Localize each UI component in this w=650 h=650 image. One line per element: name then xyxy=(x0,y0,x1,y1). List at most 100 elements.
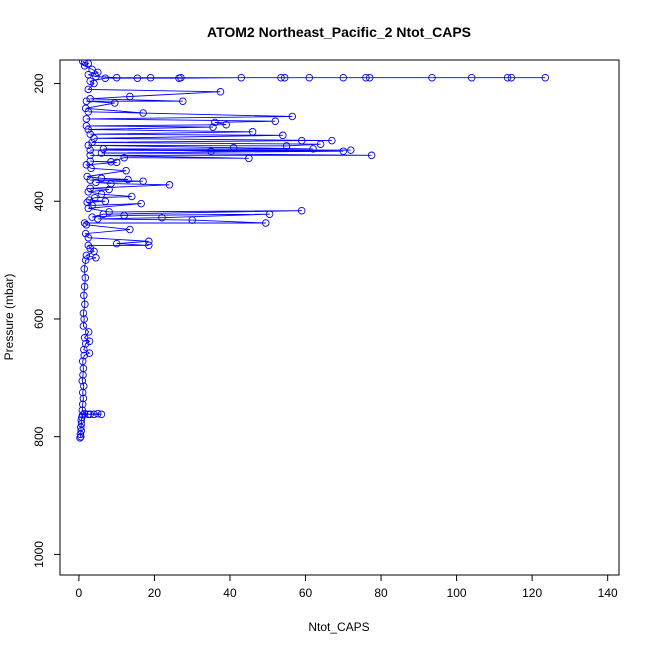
x-axis: 0 20 40 60 80 100 120 140 xyxy=(76,574,618,600)
data-point xyxy=(85,337,94,346)
data-point xyxy=(81,229,90,238)
data-point xyxy=(77,416,85,424)
data-point xyxy=(86,184,94,193)
data-point xyxy=(84,241,93,250)
x-tick-label: 40 xyxy=(223,586,237,600)
data-point xyxy=(133,74,142,82)
data-point xyxy=(90,193,99,202)
x-tick-label: 120 xyxy=(522,586,542,600)
data-point xyxy=(99,145,108,153)
data-point xyxy=(365,73,374,82)
data-point xyxy=(362,73,370,82)
data-point xyxy=(94,215,102,223)
data-point xyxy=(248,128,257,136)
data-point xyxy=(111,99,119,107)
data-point xyxy=(77,427,85,435)
data-point xyxy=(209,123,217,131)
y-tick-label: 800 xyxy=(32,426,46,446)
data-point xyxy=(280,73,289,82)
data-point xyxy=(97,410,106,419)
data-point xyxy=(139,177,147,185)
data-point xyxy=(297,136,306,145)
data-point xyxy=(79,394,88,403)
data-point xyxy=(84,188,93,196)
data-point xyxy=(80,382,88,390)
data-point xyxy=(94,68,102,77)
data-point xyxy=(84,70,93,79)
data-point xyxy=(83,172,91,181)
data-point xyxy=(137,199,145,208)
data-point xyxy=(367,151,376,160)
y-tick-label: 400 xyxy=(32,191,46,211)
data-point xyxy=(165,181,174,189)
data-point xyxy=(158,213,166,222)
x-tick-label: 80 xyxy=(374,586,388,600)
data-point xyxy=(279,131,287,140)
data-point xyxy=(222,120,230,129)
data-point xyxy=(84,410,93,419)
data-point xyxy=(112,239,121,248)
data-point xyxy=(79,364,88,373)
data-point xyxy=(80,291,88,300)
data-point xyxy=(297,206,306,215)
data-point xyxy=(80,62,89,70)
data-point xyxy=(97,190,106,198)
data-point xyxy=(84,85,93,94)
y-tick-label: 1000 xyxy=(32,541,46,568)
data-point xyxy=(77,423,85,432)
data-point xyxy=(316,140,325,148)
data-point xyxy=(90,410,98,419)
data-point xyxy=(179,97,187,105)
data-point xyxy=(80,265,88,273)
data-point xyxy=(188,216,196,224)
data-point xyxy=(81,300,89,309)
data-point xyxy=(126,225,134,234)
data-point xyxy=(88,138,96,147)
data-point xyxy=(81,274,90,282)
x-tick-label: 100 xyxy=(447,586,467,600)
data-point xyxy=(503,73,512,82)
data-point xyxy=(211,118,219,127)
data-point xyxy=(97,149,106,157)
data-point xyxy=(86,157,94,165)
data-point xyxy=(92,72,100,81)
data-point xyxy=(88,213,96,221)
data-point xyxy=(265,210,274,218)
data-point xyxy=(146,73,155,82)
series-layer xyxy=(76,60,550,442)
x-tick-label: 140 xyxy=(598,586,618,600)
data-point xyxy=(82,115,91,123)
data-point xyxy=(271,117,280,125)
data-point xyxy=(86,410,94,419)
data-point xyxy=(88,65,96,74)
data-point xyxy=(84,233,93,242)
chart-title: ATOM2 Northeast_Pacific_2 Ntot_CAPS xyxy=(207,24,471,40)
data-point xyxy=(305,73,314,82)
data-point xyxy=(80,282,89,291)
data-point xyxy=(85,349,94,357)
data-point xyxy=(277,73,285,82)
data-point xyxy=(86,146,94,154)
data-point xyxy=(237,73,246,82)
data-point xyxy=(78,357,87,366)
data-point xyxy=(84,328,93,336)
data-point xyxy=(80,315,88,323)
data-point xyxy=(80,334,89,342)
data-point xyxy=(107,158,115,166)
data-point xyxy=(339,73,348,82)
data-point xyxy=(77,432,85,441)
data-point xyxy=(262,219,270,227)
data-point xyxy=(81,256,90,264)
data-point xyxy=(216,88,225,96)
data-point xyxy=(81,339,90,348)
data-point xyxy=(347,146,355,154)
data-point xyxy=(229,143,238,152)
data-point xyxy=(82,221,91,229)
data-point xyxy=(94,409,102,418)
data-point xyxy=(120,211,128,220)
data-point xyxy=(86,130,94,138)
data-point xyxy=(128,192,136,201)
data-point xyxy=(328,136,336,145)
data-point xyxy=(78,377,87,385)
data-point xyxy=(112,158,121,167)
